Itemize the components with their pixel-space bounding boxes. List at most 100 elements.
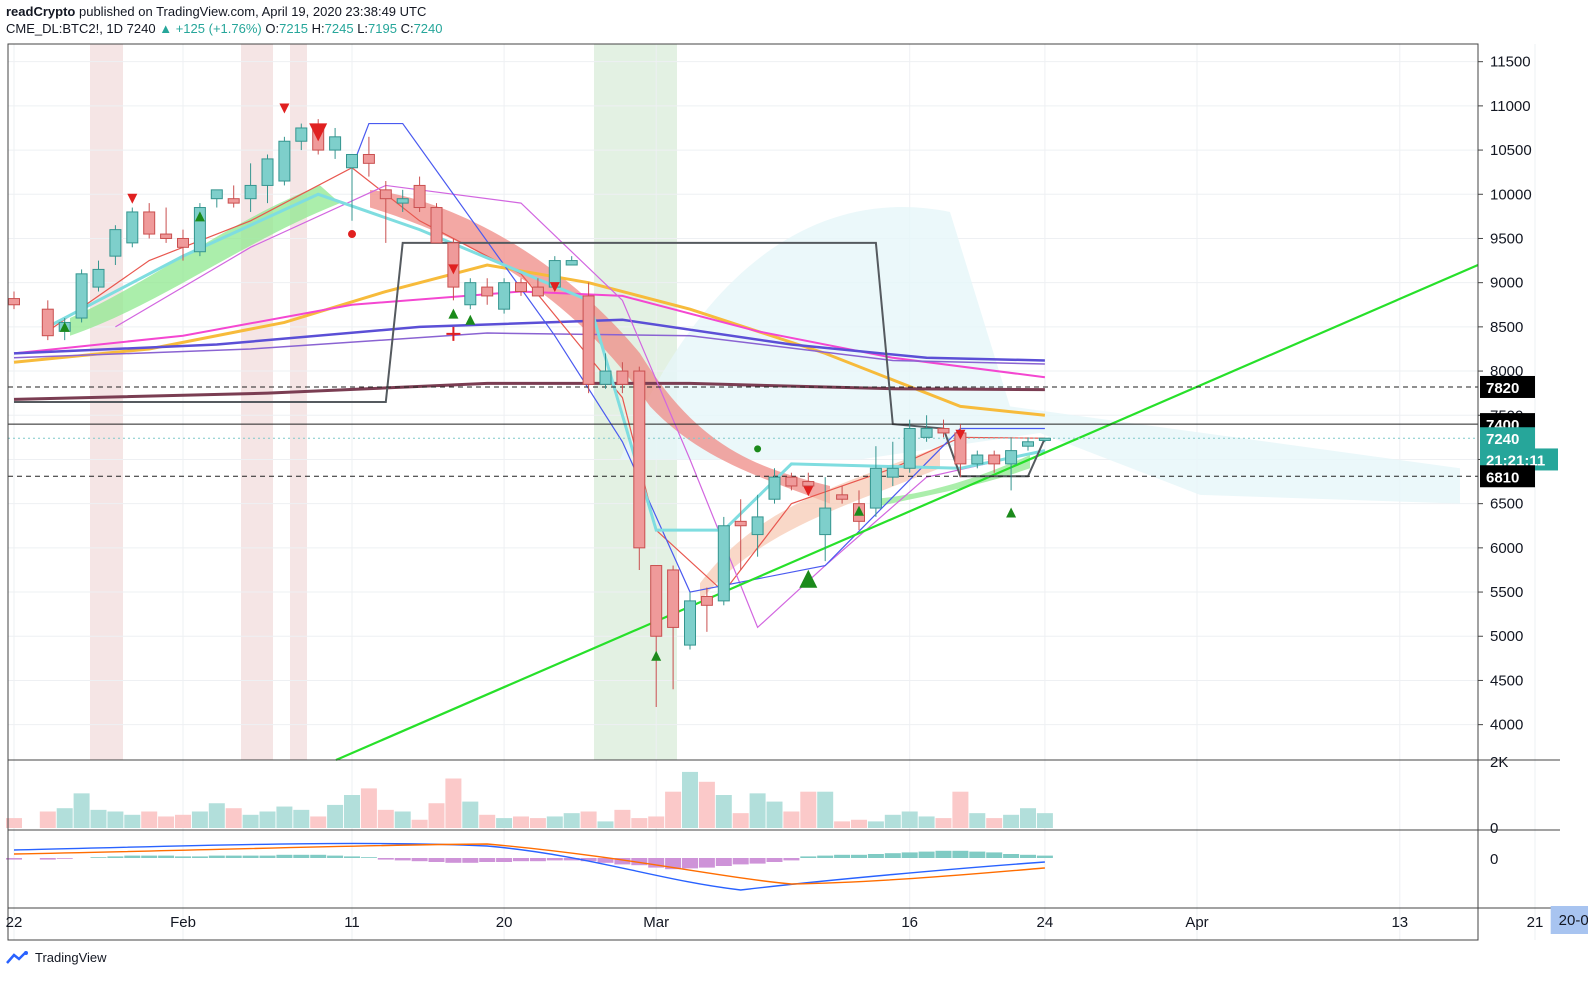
- candle-body[interactable]: [278, 140, 291, 182]
- macd-histogram-bar: [580, 858, 597, 862]
- green-ribbon: [870, 455, 1030, 509]
- candle-body[interactable]: [734, 520, 747, 527]
- candle-body[interactable]: [616, 370, 629, 385]
- candle-body[interactable]: [633, 370, 646, 549]
- volume-tick-label: 2K: [1490, 754, 1508, 771]
- macd-histogram-bar: [479, 858, 496, 862]
- macd-histogram-bar: [513, 858, 529, 862]
- volume-bar: [884, 814, 901, 828]
- candle-body[interactable]: [160, 233, 173, 239]
- volume-bar: [344, 795, 360, 828]
- candle-body[interactable]: [92, 268, 105, 288]
- candle-body[interactable]: [346, 153, 358, 169]
- candle-body[interactable]: [988, 454, 1001, 465]
- candle-body[interactable]: [362, 153, 375, 164]
- volume-bar: [327, 804, 344, 828]
- candle-body[interactable]: [1005, 450, 1018, 465]
- candle-body[interactable]: [802, 481, 815, 487]
- volume-bar: [851, 819, 867, 828]
- volume-bar: [614, 809, 631, 828]
- chart-header-publisher: readCrypto published on TradingView.com,…: [6, 4, 426, 19]
- candle-body[interactable]: [599, 370, 612, 385]
- candle-body[interactable]: [396, 198, 409, 204]
- candle-body[interactable]: [1022, 441, 1034, 447]
- macd-histogram-bar: [208, 855, 225, 858]
- candle-body[interactable]: [582, 295, 595, 385]
- candle-body[interactable]: [886, 467, 899, 478]
- candle-body[interactable]: [920, 428, 933, 438]
- candle-body[interactable]: [836, 494, 849, 500]
- candle-body[interactable]: [751, 516, 764, 536]
- candle-body[interactable]: [650, 565, 663, 637]
- candle-body[interactable]: [531, 286, 544, 297]
- candle-body[interactable]: [109, 229, 122, 257]
- candle-body[interactable]: [8, 298, 20, 306]
- candle-body[interactable]: [667, 569, 680, 628]
- sell-signal-icon: [127, 193, 138, 204]
- macd-histogram-bar: [445, 858, 462, 863]
- time-tick-label: 16: [901, 914, 918, 931]
- volume-bar: [766, 801, 783, 828]
- candle-body[interactable]: [329, 136, 342, 151]
- buy-signal-icon: [854, 505, 864, 516]
- symbol-label[interactable]: CME_DL:BTC2!, 1D: [6, 21, 124, 36]
- macd-histogram-bar: [901, 852, 918, 858]
- candle-body[interactable]: [430, 207, 443, 244]
- candle-body[interactable]: [143, 211, 156, 235]
- candle-body[interactable]: [126, 211, 139, 244]
- volume-bar: [73, 793, 90, 828]
- candle-body[interactable]: [177, 237, 189, 248]
- macd-histogram-bar: [935, 850, 952, 858]
- macd-histogram-bar: [428, 858, 445, 862]
- open-label: O:: [265, 21, 280, 36]
- publisher-name[interactable]: readCrypto: [6, 4, 76, 19]
- cursor-date-label: 20-04-24: [1559, 912, 1588, 929]
- candle-body[interactable]: [1038, 437, 1051, 441]
- candle-body[interactable]: [193, 207, 206, 253]
- candle-body[interactable]: [869, 467, 882, 509]
- candle-body[interactable]: [413, 184, 426, 209]
- candle-body[interactable]: [75, 273, 88, 319]
- candle-body[interactable]: [971, 454, 984, 465]
- candle-body[interactable]: [498, 282, 511, 310]
- candle-body[interactable]: [717, 525, 730, 602]
- candle-body[interactable]: [379, 189, 392, 200]
- candle-body[interactable]: [261, 158, 274, 186]
- time-tick-label: 20: [496, 914, 513, 931]
- macd-histogram-bar: [952, 850, 969, 858]
- macd-histogram-bar: [732, 858, 749, 865]
- macd-histogram-bar: [259, 855, 276, 858]
- volume-bar: [1003, 814, 1020, 828]
- volume-bar: [546, 816, 563, 828]
- candle-body[interactable]: [481, 286, 494, 297]
- macd-histogram-bar: [749, 858, 766, 864]
- candle-body[interactable]: [700, 595, 713, 606]
- macd-histogram-bar: [141, 855, 158, 858]
- candle-body[interactable]: [903, 428, 916, 469]
- candle-body[interactable]: [244, 184, 257, 200]
- tradingview-footer[interactable]: TradingView: [6, 950, 107, 965]
- candle-body[interactable]: [819, 507, 832, 536]
- buy-signal-icon: [465, 314, 476, 325]
- candle-body[interactable]: [768, 476, 781, 500]
- candle-body[interactable]: [937, 428, 950, 434]
- candle-body[interactable]: [295, 127, 308, 142]
- buy-signal-icon: [59, 321, 70, 332]
- sell-signal-icon: [448, 264, 459, 275]
- candle-body[interactable]: [227, 198, 240, 204]
- price-label-text: 7240: [1486, 431, 1519, 448]
- candle-body[interactable]: [515, 282, 527, 293]
- macd-histogram-bar: [969, 851, 986, 858]
- price-label-text: 6810: [1486, 469, 1519, 486]
- candle-body[interactable]: [210, 189, 223, 200]
- candle-body[interactable]: [684, 600, 696, 646]
- candle-body[interactable]: [464, 282, 477, 306]
- candle-body[interactable]: [41, 308, 54, 337]
- macd-histogram-bar: [597, 858, 614, 863]
- price-label-box: [1480, 448, 1558, 471]
- candle-body[interactable]: [785, 476, 798, 487]
- candle-body[interactable]: [565, 260, 578, 266]
- volume-bar: [496, 818, 513, 828]
- volume-bar: [698, 781, 715, 828]
